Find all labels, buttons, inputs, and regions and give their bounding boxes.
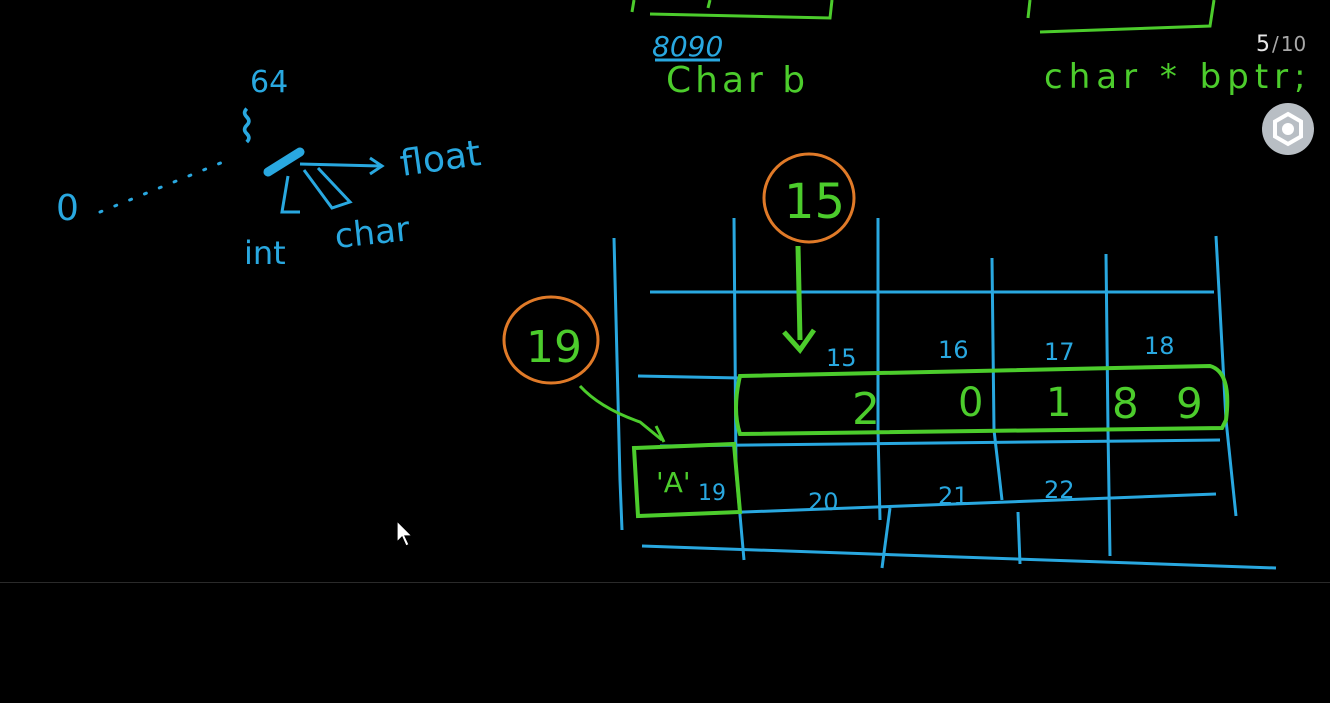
top-address-row: 15 16 17 18 [826, 332, 1175, 372]
address-label: 18 [1144, 332, 1175, 360]
page-current: 5 [1256, 32, 1270, 57]
pointer-a-arrow [782, 245, 817, 355]
zero-label: 0 [56, 188, 79, 229]
float-arrow [299, 156, 385, 176]
dotted-range [98, 158, 230, 214]
address-label: 22 [1044, 476, 1075, 504]
digit: 9 [1176, 379, 1203, 428]
string-box [734, 363, 1230, 437]
digit: 2 [852, 384, 880, 435]
char-cell-box [631, 441, 743, 519]
size-tick [263, 147, 305, 177]
digit: 8 [1112, 379, 1139, 428]
int-label: int [244, 234, 286, 272]
page-separator: / [1272, 32, 1279, 56]
page-counter: 5 / 10 [1256, 32, 1306, 62]
pointer-b-value: 19 [526, 322, 582, 373]
type-size-diagram: 64 ⌇ 0 float int char [56, 65, 483, 272]
address-label: 20 [808, 488, 839, 516]
int-bracket [280, 175, 300, 214]
bottom-address-row: 19 20 21 22 [698, 476, 1075, 516]
pointer-b-arrow [578, 384, 666, 443]
top-right-box [1026, 0, 1216, 34]
char-label: char [333, 209, 412, 257]
top-right-label: char * bptr; [1044, 57, 1312, 97]
top-mid-label: Char b [666, 60, 809, 101]
address-label: 16 [938, 336, 969, 364]
pointer-a-value: 15 [784, 174, 845, 230]
size-label: 64 [250, 65, 288, 100]
digit: 0 [958, 380, 983, 426]
float-label: float [398, 133, 484, 185]
address-label: 19 [698, 481, 726, 506]
top-mid-box [630, 0, 834, 20]
settings-button[interactable] [1262, 103, 1314, 155]
address-label: 15 [826, 344, 857, 372]
string-digits: 2 0 1 8 9 [852, 379, 1203, 435]
address-label: 17 [1044, 338, 1075, 366]
settings-icon [1273, 111, 1303, 147]
pointer-a-circle [762, 152, 856, 244]
pointer-a: 15 [762, 152, 856, 355]
bottom-divider [0, 582, 1330, 583]
pointer-b: 19 [502, 295, 666, 443]
page-total: 10 [1280, 32, 1307, 56]
mouse-cursor-icon [396, 520, 414, 547]
pointer-b-circle [502, 295, 600, 385]
char-bracket [302, 166, 353, 210]
address-label: 21 [938, 482, 969, 510]
top-mid-number: 8090 [652, 30, 723, 63]
digit: 1 [1046, 380, 1071, 426]
size-arrow: ⌇ [236, 102, 257, 153]
char-cell-value: 'A' [656, 466, 691, 499]
